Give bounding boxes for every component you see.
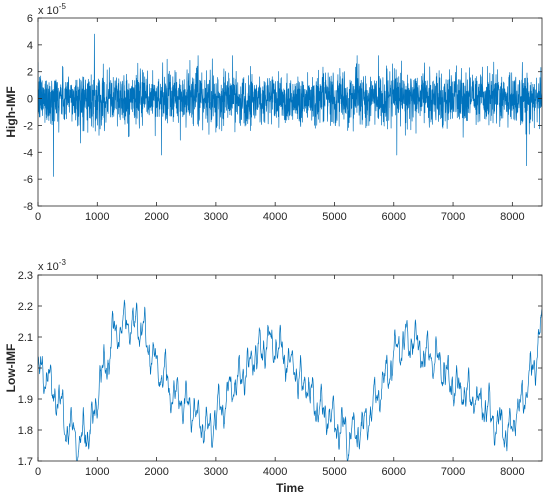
y-tick-label: 2.2 [18,301,33,313]
high-imf-x-axis: 0 1000 2000 3000 4000 5000 6000 7000 8000 [35,18,525,223]
low-imf-plot-area [37,274,543,462]
y-tick-label: 2 [27,363,33,375]
x-tick-label: 1000 [85,466,109,478]
high-imf-y-axis: -8 -6 -4 -2 0 2 4 6 [23,13,542,213]
high-imf-y-axis-title: High-IMF [4,86,18,137]
y-tick-label: 1.9 [18,394,33,406]
y-tick-label: 1.8 [18,425,33,437]
x-tick-label: 8000 [500,466,524,478]
high-imf-y-exponent: x 10-5 [38,2,66,17]
x-tick-label: 7000 [441,211,465,223]
low-imf-axes-frame [37,274,543,462]
low-imf-y-axis: 1.7 1.8 1.9 2 2.1 2.2 2.3 [18,270,542,468]
x-tick-label: 5000 [322,211,346,223]
low-imf-x-axis-title: Time [276,481,304,495]
y-tick-label: 1.7 [18,456,33,468]
y-tick-label: -2 [23,120,33,132]
x-tick-label: 7000 [441,466,465,478]
high-imf-plot-area [37,17,543,207]
y-tick-label: 2.1 [18,332,33,344]
y-tick-label: -4 [23,147,33,159]
y-tick-label: 6 [27,13,33,25]
y-tick-label: -6 [23,174,33,186]
x-tick-label: 2000 [144,211,168,223]
y-tick-label: 4 [27,40,33,52]
y-tick-label: 2.3 [18,270,33,282]
x-tick-label: 6000 [382,211,406,223]
y-tick-label: 2 [27,67,33,79]
y-tick-label: 0 [27,94,33,106]
x-tick-label: 0 [35,466,41,478]
y-tick-label: -8 [23,201,33,213]
low-imf-panel: 0 1000 2000 3000 4000 5000 6000 7000 8000 1.7 1.8… [4,258,543,495]
high-imf-panel: 0 1000 2000 3000 4000 5000 6000 7000 8000 -8 -6 -4… [4,2,543,223]
low-imf-series-line [38,299,542,461]
low-imf-y-axis-title: Low-IMF [4,344,18,393]
x-tick-label: 8000 [500,211,524,223]
x-tick-label: 3000 [204,466,228,478]
low-imf-y-exponent: x 10-3 [38,258,66,273]
x-tick-label: 4000 [263,466,287,478]
x-tick-label: 0 [35,211,41,223]
x-tick-label: 6000 [382,466,406,478]
low-imf-x-axis: 0 1000 2000 3000 4000 5000 6000 7000 8000 [35,275,525,478]
high-imf-series-line [38,33,542,177]
x-tick-label: 5000 [322,466,346,478]
x-tick-label: 2000 [144,466,168,478]
high-imf-axes-frame [37,17,543,207]
x-tick-label: 3000 [204,211,228,223]
x-tick-label: 4000 [263,211,287,223]
x-tick-label: 1000 [85,211,109,223]
